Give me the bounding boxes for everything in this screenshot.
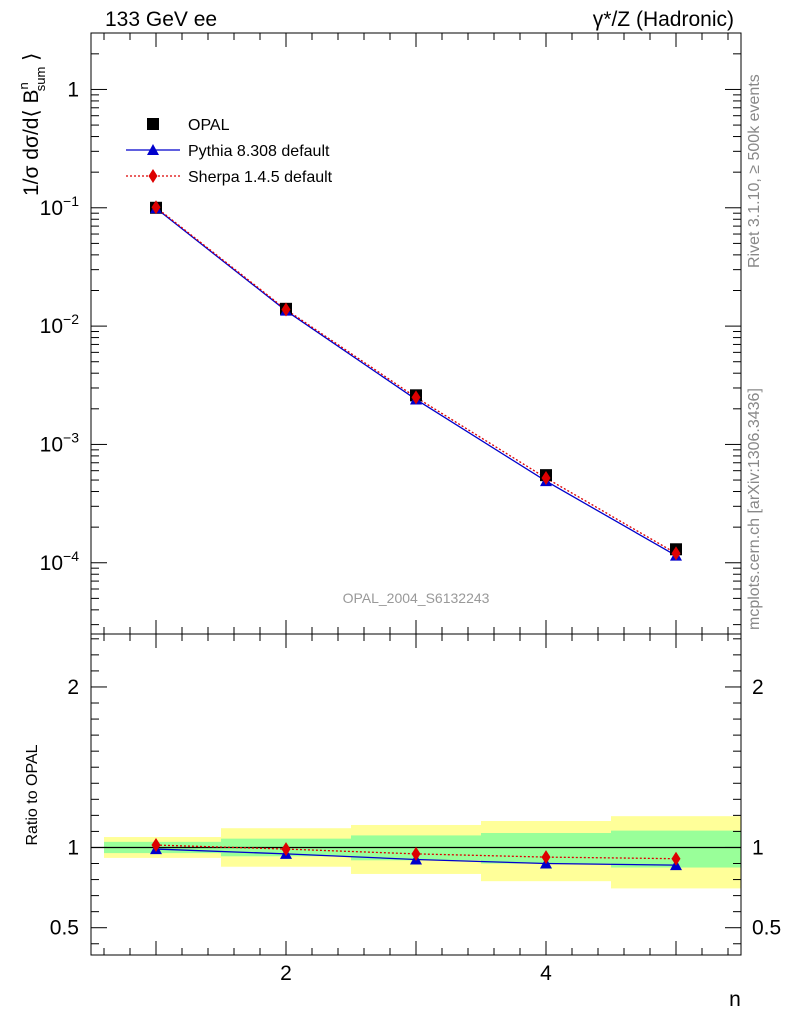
sherpa-point	[281, 302, 291, 317]
ratio-y-tick-label-right: 0.5	[752, 917, 781, 940]
sherpa-point	[151, 200, 161, 215]
y-tick-label: 10−2	[40, 311, 80, 338]
sherpa-point	[541, 471, 551, 486]
legend-label: OPAL	[188, 117, 230, 134]
x-tick-label: 2	[280, 962, 292, 985]
process-label: γ*/Z (Hadronic)	[592, 8, 734, 31]
y-tick-label: 10−3	[40, 429, 80, 456]
ratio-frame	[90, 633, 742, 956]
sherpa-ratio-point	[541, 850, 551, 865]
legend-marker	[147, 118, 159, 130]
ratio-y-tick-label-right: 1	[752, 836, 764, 859]
legend-label: Sherpa 1.4.5 default	[188, 169, 333, 186]
sherpa-ratio-point	[671, 851, 681, 866]
y-tick-label: 10−1	[40, 193, 80, 220]
x-tick-label: 4	[540, 962, 552, 985]
x-axis-label: n	[729, 988, 741, 1011]
analysis-watermark: OPAL_2004_S6132243	[343, 590, 490, 606]
energy-label: 133 GeV ee	[105, 8, 218, 31]
ratio-y-tick-label: 0.5	[50, 917, 79, 940]
series-line	[155, 207, 677, 557]
y-tick-label: 10−4	[40, 548, 80, 575]
y-axis-label: 1/σ dσ/d⟨ Bn sum ⟩	[16, 53, 48, 196]
ratio-y-tick-label: 1	[67, 836, 79, 859]
legend-label: Pythia 8.308 default	[188, 143, 330, 160]
sherpa-ratio-point	[281, 842, 291, 857]
ratio-y-tick-label: 2	[67, 676, 79, 699]
ratio-y-axis-label: Ratio to OPAL	[24, 744, 41, 845]
series-line	[155, 206, 677, 554]
sherpa-ratio-point	[411, 846, 421, 861]
legend-marker	[148, 169, 158, 183]
sherpa-ratio-point	[151, 838, 161, 853]
sherpa-point	[671, 546, 681, 561]
ratio-y-tick-label-right: 2	[752, 676, 764, 699]
y-tick-label: 1	[67, 78, 79, 101]
sherpa-point	[411, 390, 421, 405]
legend-marker	[147, 144, 159, 155]
